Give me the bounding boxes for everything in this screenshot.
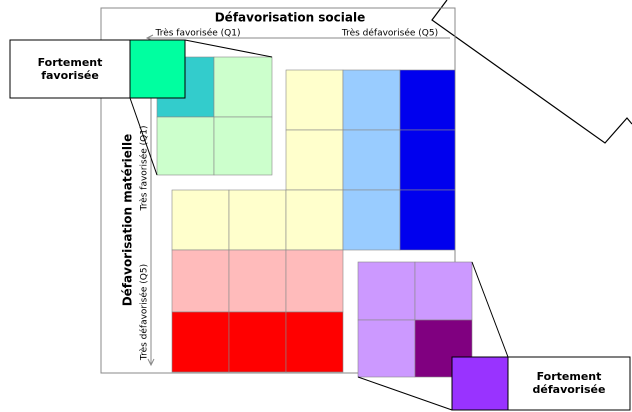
cell <box>285 249 344 313</box>
cell <box>414 261 473 321</box>
cell <box>342 189 401 251</box>
cell <box>228 189 287 251</box>
swatch <box>129 39 186 99</box>
leader <box>357 376 453 411</box>
callout-deprived: Fortement défavorisée <box>532 370 606 396</box>
cell <box>285 69 344 131</box>
cell <box>171 189 230 251</box>
title: Défavorisation sociale <box>215 11 366 25</box>
x-high-label: Très défavorisée (Q5) <box>341 28 438 39</box>
callout-favored: Fortement favorisée <box>37 56 103 82</box>
swatch <box>451 356 509 411</box>
cell <box>357 319 416 378</box>
cell <box>171 249 230 313</box>
cell <box>228 311 287 373</box>
grid <box>171 69 456 373</box>
cell <box>399 189 456 251</box>
cell <box>285 189 344 251</box>
cell <box>399 129 456 191</box>
cell <box>156 116 215 176</box>
cell <box>342 129 401 191</box>
y-arrow-head <box>147 358 155 367</box>
leader <box>129 97 158 176</box>
cell <box>342 69 401 131</box>
x-low-label: Très favorisée (Q1) <box>155 28 241 39</box>
cell <box>399 69 456 131</box>
y-high-label: Très défavorisée (Q5) <box>139 264 150 361</box>
cell <box>213 56 273 118</box>
cell <box>171 311 230 373</box>
callout-text-box: Fortement défavorisée <box>532 370 606 396</box>
leader <box>471 261 509 358</box>
cell <box>357 261 416 321</box>
zoom-favored <box>156 56 273 176</box>
cell <box>285 311 344 373</box>
cell <box>213 116 273 176</box>
callout-text-box: Fortement favorisée <box>37 56 103 82</box>
leader <box>184 39 273 58</box>
cell <box>285 129 344 191</box>
cell <box>228 249 287 313</box>
map-outline <box>431 0 632 144</box>
y-low-label: Très favorisée (Q1) <box>139 126 150 212</box>
y-title: Défavorisation matérielle <box>121 134 135 307</box>
